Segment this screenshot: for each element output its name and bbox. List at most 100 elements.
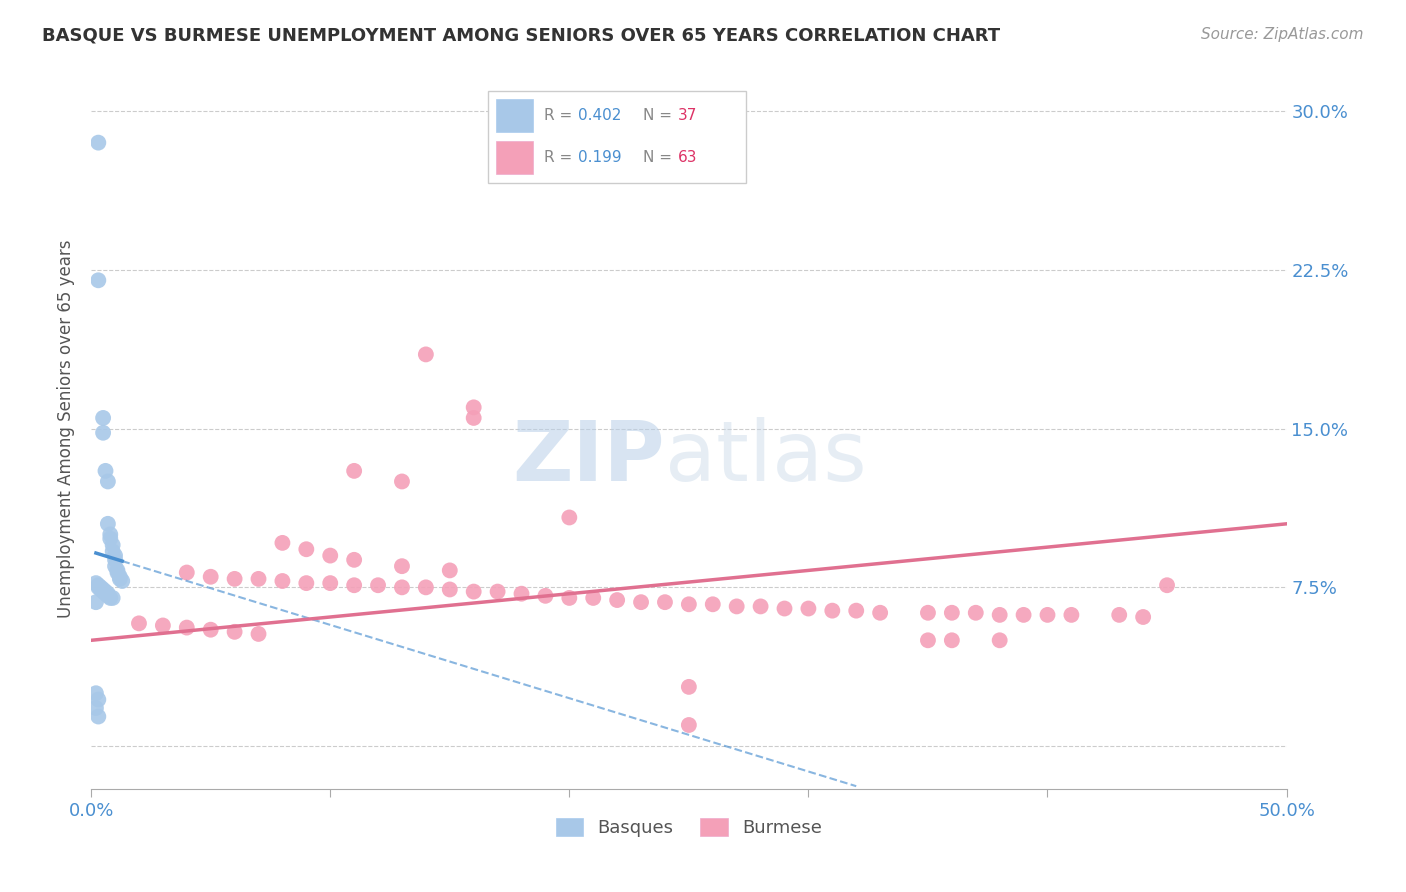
Point [87, 136, 110, 150]
Point [773, 601, 796, 615]
Point [295, 576, 318, 591]
Point [224, 572, 246, 586]
Text: atlas: atlas [665, 417, 866, 498]
Point [200, 623, 222, 637]
Point [107, 563, 129, 577]
Point [84, 686, 107, 700]
Point [391, 580, 413, 594]
Point [98, 532, 121, 546]
Point [176, 566, 198, 580]
Point [97, 587, 120, 601]
Point [111, 574, 134, 588]
Point [678, 680, 700, 694]
Point [463, 411, 485, 425]
Point [91, 582, 114, 597]
Point [510, 587, 533, 601]
Point [319, 549, 342, 563]
Point [343, 464, 366, 478]
Point [1036, 607, 1059, 622]
Point [558, 591, 581, 605]
Point [534, 589, 557, 603]
Point [87, 580, 110, 594]
Point [98, 527, 121, 541]
Point [108, 572, 131, 586]
Point [1108, 607, 1130, 622]
Point [845, 604, 868, 618]
Point [97, 516, 120, 531]
Point [104, 553, 127, 567]
Point [295, 542, 318, 557]
Point [91, 425, 114, 440]
Point [725, 599, 748, 614]
Point [87, 692, 110, 706]
Point [98, 591, 121, 605]
Point [101, 538, 124, 552]
Point [917, 606, 939, 620]
Point [108, 570, 131, 584]
Point [128, 616, 150, 631]
Point [97, 589, 120, 603]
Point [343, 553, 366, 567]
Point [104, 549, 127, 563]
Point [84, 595, 107, 609]
Text: ZIP: ZIP [512, 417, 665, 498]
Point [84, 701, 107, 715]
Point [104, 559, 127, 574]
Point [200, 570, 222, 584]
Point [415, 347, 437, 361]
Point [749, 599, 772, 614]
Point [654, 595, 676, 609]
Point [1156, 578, 1178, 592]
Point [558, 510, 581, 524]
Point [94, 584, 117, 599]
Point [91, 411, 114, 425]
Point [91, 584, 114, 599]
Point [439, 563, 461, 577]
Point [391, 559, 413, 574]
Point [87, 578, 110, 592]
Point [319, 576, 342, 591]
Point [90, 582, 112, 597]
Point [176, 621, 198, 635]
Point [90, 580, 112, 594]
Point [343, 578, 366, 592]
Point [367, 578, 389, 592]
Point [797, 601, 820, 615]
Legend: Basques, Burmese: Basques, Burmese [548, 811, 830, 845]
Point [941, 633, 963, 648]
Point [87, 709, 110, 723]
Point [1060, 607, 1083, 622]
Point [917, 633, 939, 648]
Point [94, 587, 117, 601]
Point [702, 597, 724, 611]
Text: Source: ZipAtlas.com: Source: ZipAtlas.com [1201, 27, 1364, 42]
Point [1012, 607, 1035, 622]
Point [107, 566, 129, 580]
Point [988, 633, 1011, 648]
Point [101, 591, 124, 605]
Point [486, 584, 509, 599]
Point [391, 475, 413, 489]
Point [630, 595, 652, 609]
Point [97, 475, 120, 489]
Point [463, 584, 485, 599]
Text: BASQUE VS BURMESE UNEMPLOYMENT AMONG SENIORS OVER 65 YEARS CORRELATION CHART: BASQUE VS BURMESE UNEMPLOYMENT AMONG SEN… [42, 27, 1000, 45]
Point [582, 591, 605, 605]
Point [84, 576, 107, 591]
Point [965, 606, 987, 620]
Point [606, 593, 628, 607]
Y-axis label: Unemployment Among Seniors over 65 years: Unemployment Among Seniors over 65 years [58, 239, 75, 618]
Point [101, 544, 124, 558]
Point [988, 607, 1011, 622]
Point [415, 580, 437, 594]
Point [821, 604, 844, 618]
Point [941, 606, 963, 620]
Point [678, 597, 700, 611]
Point [247, 627, 270, 641]
Point [678, 718, 700, 732]
Point [439, 582, 461, 597]
Point [224, 624, 246, 639]
Point [869, 606, 891, 620]
Point [463, 401, 485, 415]
Point [271, 536, 294, 550]
